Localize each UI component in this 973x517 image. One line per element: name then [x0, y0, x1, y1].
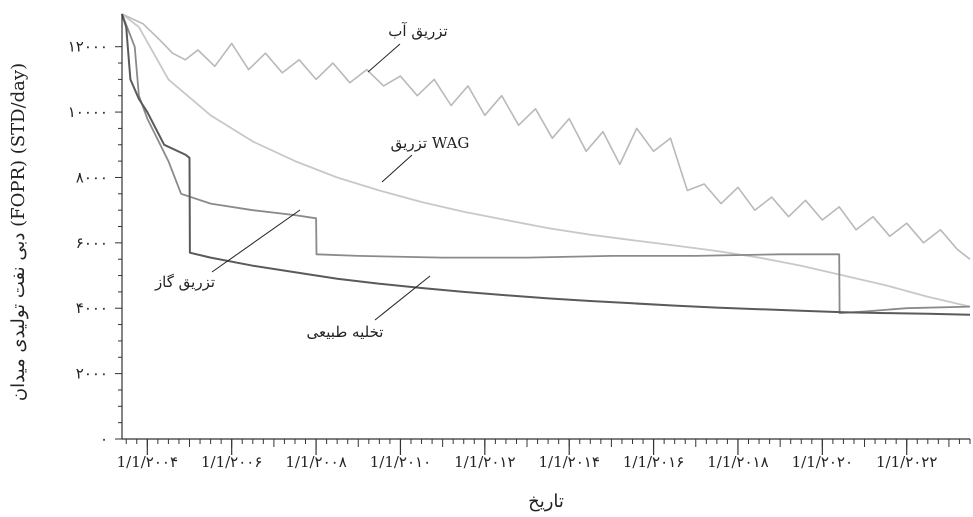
annotation-label: تزریق WAG [391, 134, 470, 152]
x-tick-label: 1/1/۲۰۰۸ [285, 453, 346, 471]
annotation-leader-line [367, 43, 401, 73]
y-axis-label: دبی نفت تولیدی میدان (FOPR) (STD/day) [8, 63, 29, 401]
y-tick-label: ۱۰۰۰۰ [68, 103, 108, 121]
y-tick-label: ۸۰۰۰ [76, 168, 108, 186]
annotation-label: تزریق گاز [154, 273, 215, 291]
y-tick-label: ۰ [100, 430, 108, 448]
annotation-leader-line [211, 209, 301, 273]
y-tick-label: ۲۰۰۰ [76, 365, 108, 383]
x-axis-label: تاریخ [528, 491, 564, 512]
x-tick-label: 1/1/۲۰۱۶ [623, 453, 684, 471]
x-tick-label: 1/1/۲۰۱۴ [538, 453, 599, 471]
annotation-leader-line [381, 154, 413, 183]
annotation-label: تخلیه طبیعی [307, 323, 384, 341]
series-lines [121, 13, 971, 316]
series-line-2 [121, 13, 971, 308]
y-tick-label: ۶۰۰۰ [76, 234, 108, 252]
x-tick-label: 1/1/۲۰۰۴ [117, 453, 178, 471]
x-tick-label: 1/1/۲۰۲۰ [792, 453, 853, 471]
annotations: تزریق آب تزریق WAG تزریق گاز تخلیه طبیعی [154, 22, 469, 341]
ticks: ۰ ۲۰۰۰ ۴۰۰۰ ۶۰۰۰ ۸۰۰۰ ۱۰۰۰۰ ۱۲۰۰۰ 1/1/۲۰۰۴ 1/1/۲… [68, 38, 971, 471]
x-tick-label: 1/1/۲۰۱۸ [707, 453, 768, 471]
x-tick-label: 1/1/۲۰۱۰ [370, 453, 431, 471]
x-tick-label: 1/1/۲۰۰۶ [201, 453, 262, 471]
axes [121, 14, 970, 440]
x-tick-label: 1/1/۲۰۲۲ [876, 453, 937, 471]
x-tick-label: 1/1/۲۰۱۲ [454, 453, 515, 471]
series-line-1 [121, 13, 971, 260]
annotation-label: تزریق آب [388, 22, 447, 40]
series-line-3 [121, 13, 971, 315]
y-tick-label: ۴۰۰۰ [76, 299, 108, 317]
y-tick-label: ۱۲۰۰۰ [68, 38, 108, 56]
series-line-4 [121, 13, 971, 316]
annotation-leader-line [374, 275, 431, 321]
